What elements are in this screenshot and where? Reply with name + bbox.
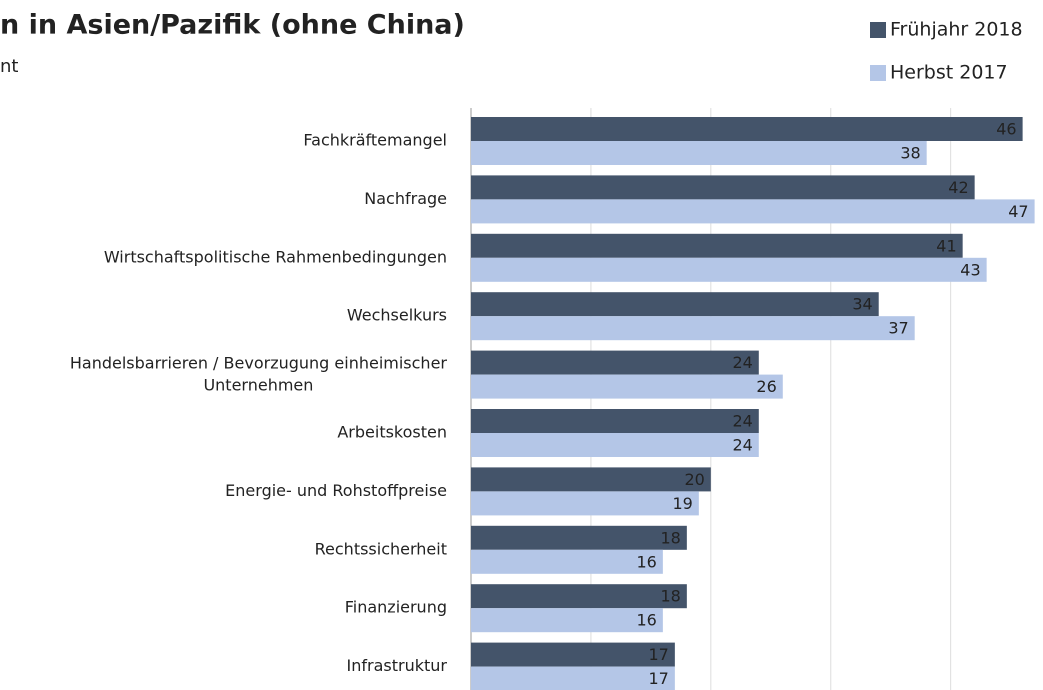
bar	[471, 175, 975, 200]
value-label: 16	[637, 611, 657, 630]
value-label: 17	[648, 645, 668, 664]
bar	[471, 350, 759, 375]
category-label: Fachkräftemangel	[303, 131, 447, 150]
value-label: 47	[1008, 202, 1028, 221]
bar	[471, 199, 1035, 224]
bar	[471, 316, 915, 341]
chart-title: n in Asien/Pazifik (ohne China)	[0, 10, 465, 41]
value-label: 37	[888, 319, 908, 338]
bar	[471, 584, 687, 609]
legend-swatch	[870, 65, 886, 81]
bar	[471, 257, 987, 282]
bar	[471, 292, 879, 317]
category-label: Wechselkurs	[347, 306, 447, 325]
category-label: Handelsbarrieren / Bevorzugung einheimis…	[70, 353, 448, 394]
bar	[471, 433, 759, 457]
value-label: 17	[648, 669, 668, 688]
value-label: 42	[948, 178, 968, 197]
bar	[471, 666, 675, 690]
value-label: 38	[900, 144, 920, 163]
category-label: Nachfrage	[364, 189, 447, 208]
category-label: Infrastruktur	[347, 656, 448, 675]
value-label: 34	[852, 295, 872, 314]
value-label: 41	[936, 236, 956, 255]
category-label: Finanzierung	[345, 598, 447, 617]
category-label: Wirtschaftspolitische Rahmenbedingungen	[104, 247, 447, 266]
bar	[471, 491, 699, 516]
value-label: 24	[732, 412, 752, 431]
category-label: Energie- und Rohstoffpreise	[225, 481, 447, 500]
bar	[471, 374, 783, 399]
value-label: 16	[637, 552, 657, 571]
category-label: Rechtssicherheit	[315, 539, 447, 558]
value-label: 46	[996, 120, 1016, 139]
legend-swatch	[870, 22, 886, 38]
bar	[471, 642, 675, 667]
value-label: 24	[732, 353, 752, 372]
value-label: 20	[684, 470, 704, 489]
bar	[471, 549, 663, 574]
value-label: 43	[960, 260, 980, 279]
value-label: 19	[672, 494, 692, 513]
legend-label: Herbst 2017	[890, 62, 1008, 84]
value-label: 18	[660, 528, 680, 547]
bar	[471, 141, 927, 165]
value-label: 18	[660, 587, 680, 606]
bar	[471, 608, 663, 633]
legend-label: Frühjahr 2018	[890, 19, 1023, 41]
value-label: 26	[756, 377, 776, 396]
value-label: 24	[732, 436, 752, 455]
category-label: Arbeitskosten	[337, 423, 447, 442]
bar	[471, 525, 687, 550]
bar	[471, 117, 1023, 141]
bar	[471, 409, 759, 433]
chart-subtitle: nt	[0, 56, 18, 77]
bar	[471, 467, 711, 492]
bar	[471, 233, 963, 258]
